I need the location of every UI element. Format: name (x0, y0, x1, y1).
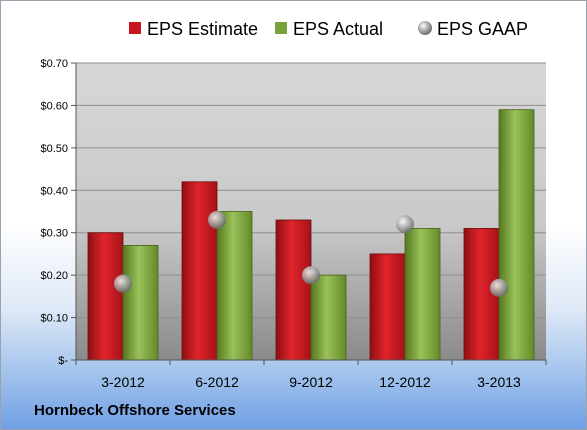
marker-eps-gaap-3-2012 (114, 274, 132, 293)
y-tick-label: $0.70 (40, 58, 68, 70)
bar-eps-actual-3-2013 (498, 109, 535, 361)
marker-eps-gaap-3-2013 (490, 278, 508, 297)
x-tick-label: 3-2012 (101, 374, 145, 390)
y-axis: $- $0.10 $0.20 $0.30 $0.40 $0.50 $0.60 $0.70 (40, 58, 77, 367)
y-tick-label: $0.30 (40, 228, 68, 240)
bars (87, 109, 535, 361)
legend-label-2: EPS GAAP (437, 19, 528, 39)
bar-eps-estimate-12-2012 (369, 253, 406, 361)
gaap-markers (114, 210, 508, 297)
bar-eps-actual-9-2012 (310, 274, 347, 361)
bar-eps-estimate-9-2012 (275, 219, 312, 361)
legend: EPS Estimate EPS Actual EPS GAAP (129, 19, 528, 39)
y-tick-label: $0.60 (40, 100, 68, 112)
y-tick-label: $0.40 (40, 185, 68, 197)
y-tick-label: $0.50 (40, 143, 68, 155)
company-name: Hornbeck Offshore Services (34, 402, 236, 419)
x-tick-label: 3-2013 (477, 374, 521, 390)
y-tick-label: $0.20 (40, 270, 68, 282)
legend-swatch-2 (418, 21, 432, 35)
legend-label-0: EPS Estimate (147, 19, 258, 39)
y-tick-label: $- (58, 355, 68, 367)
y-tick-label: $0.10 (40, 313, 68, 325)
legend-swatch-0 (129, 22, 141, 34)
marker-eps-gaap-12-2012 (396, 215, 414, 234)
x-tick-label: 12-2012 (379, 374, 431, 390)
marker-eps-gaap-6-2012 (208, 210, 226, 229)
x-tick-label: 6-2012 (195, 374, 239, 390)
bar-eps-actual-3-2012 (122, 245, 159, 361)
marker-eps-gaap-9-2012 (302, 266, 320, 285)
bar-eps-estimate-3-2012 (87, 232, 124, 361)
x-axis: 3-2012 6-2012 9-2012 12-2012 3-2013 (75, 359, 547, 390)
bar-eps-estimate-6-2012 (181, 181, 218, 361)
legend-label-1: EPS Actual (293, 19, 383, 39)
bar-eps-actual-12-2012 (404, 228, 441, 361)
legend-swatch-1 (275, 22, 287, 34)
x-tick-label: 9-2012 (289, 374, 333, 390)
bar-eps-actual-6-2012 (216, 211, 253, 361)
